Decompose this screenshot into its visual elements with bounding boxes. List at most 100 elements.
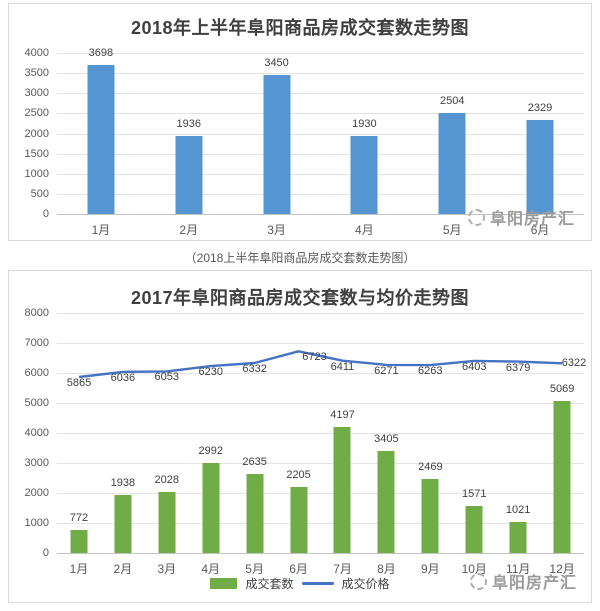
x-tick-label: 2月 (179, 223, 199, 237)
gridline (57, 403, 584, 404)
bar-value-label: 2205 (286, 468, 311, 481)
watermark-text: 阜阳房产汇 (491, 575, 577, 592)
chart-2018-h1-panel: 2018年上半年阜阳商品房成交套数走势图 0 500 1000 1500 2000 250… (8, 3, 592, 241)
bar-column: 3698 (57, 47, 145, 214)
x-tick-label: 6月 (289, 562, 308, 576)
x-tick-label: 12月 (549, 562, 575, 576)
bar (158, 492, 176, 553)
chart-2018-title: 2018年上半年阜阳商品房成交套数走势图 (130, 18, 470, 38)
line-value-label: 6271 (374, 364, 399, 377)
line-value-label: 6332 (242, 363, 267, 376)
bar-column: 2504 (408, 53, 496, 214)
bar (87, 65, 115, 214)
bar-column: 2469 (408, 313, 452, 553)
line-value-label: 6036 (110, 371, 136, 384)
bar-value-label: 2469 (418, 460, 443, 473)
bar-column: 1936 (145, 53, 233, 214)
bar-value-label: 1930 (352, 118, 377, 131)
gridline (57, 113, 584, 115)
legend: 成交套数 成交价格 (9, 575, 591, 592)
bar (526, 120, 554, 214)
y-tick-label: 3000 (24, 457, 49, 469)
line-value-label: 5865 (66, 377, 92, 390)
y-tick-label: 500 (30, 187, 49, 200)
bar-column: 2635 (233, 313, 277, 553)
bar-column: 1021 (496, 313, 540, 553)
chart-2017-price-line (78, 350, 563, 379)
gridline (57, 193, 584, 195)
bar-value-label: 772 (69, 511, 89, 524)
y-tick-label: 2000 (24, 127, 49, 140)
bar (553, 400, 571, 553)
bar-value-label: 2992 (198, 445, 223, 458)
line-value-label: 6723 (302, 351, 327, 364)
legend-label-units: 成交套数 (245, 577, 294, 591)
x-tick-label: 8月 (377, 562, 396, 576)
y-tick-label: 2000 (24, 487, 49, 499)
x-tick-label: 11月 (505, 562, 531, 576)
bar (350, 136, 378, 214)
y-tick-label: 8000 (24, 307, 49, 319)
watermark: 阜阳房产汇 (469, 569, 577, 593)
bar-column: 1938 (101, 313, 145, 553)
chart-2017-panel: 2017年阜阳商品房成交套数与均价走势图 0 1000 2000 3000 4000 50… (8, 270, 592, 603)
x-tick-label: 2月 (113, 562, 133, 576)
bar-column: 2992 (189, 313, 233, 553)
gridline (57, 73, 584, 75)
y-tick-label: 7000 (24, 337, 49, 349)
chart-2017-bars: 772 1938 2028 2992 2635 2205 4197 3405 2469 1571 1… (57, 313, 584, 553)
y-tick-label: 2500 (24, 107, 49, 120)
x-tick-label: 3月 (157, 562, 177, 576)
y-tick-label: 3500 (24, 67, 49, 80)
y-tick-label: 5000 (24, 397, 49, 409)
bar-column: 5069 (540, 313, 584, 553)
bar-value-label: 1936 (176, 118, 201, 131)
bar (438, 113, 466, 214)
chart-2017-gridlines (57, 313, 584, 554)
bar (246, 473, 264, 553)
gridline (57, 463, 584, 464)
chart-2018-gridlines (57, 53, 584, 215)
bar-value-label: 2504 (439, 95, 465, 108)
chart-2017-plot-area: 0 1000 2000 3000 4000 5000 6000 7000 8000 772 193… (25, 307, 587, 576)
legend-line-swatch (301, 582, 334, 585)
x-tick-label: 7月 (333, 562, 352, 576)
bar (290, 486, 308, 553)
bar (70, 529, 88, 553)
bar-column: 1930 (320, 53, 408, 214)
bar (421, 478, 439, 553)
bar-column: 3450 (233, 53, 321, 214)
chart-2018-x-axis: 1月 2月 3月 4月 5月 6月 (57, 221, 584, 238)
bar-column: 2205 (277, 313, 321, 553)
y-tick-label: 6000 (24, 367, 49, 379)
watermark-logo-icon (469, 572, 487, 590)
bar-value-label: 5069 (549, 382, 575, 395)
x-tick-label: 5月 (245, 562, 264, 576)
y-tick-label: 0 (42, 547, 49, 559)
bar-value-label: 1571 (462, 487, 487, 500)
bar-value-label: 3698 (88, 47, 114, 60)
y-tick-label: 0 (42, 208, 49, 220)
x-tick-label: 3月 (267, 223, 286, 237)
bar (202, 463, 220, 553)
chart-2017-line-labels: 5865 6036 6053 6230 6332 6723 6411 6271 6263 6403… (57, 313, 587, 553)
gridline (57, 343, 584, 344)
bar-value-label: 3450 (264, 57, 289, 70)
y-tick-label: 1000 (24, 517, 49, 529)
bar-value-label: 2028 (154, 474, 180, 487)
gridline (57, 553, 584, 554)
y-tick-label: 1000 (24, 167, 49, 180)
x-tick-label: 1月 (91, 223, 111, 237)
gridline (57, 93, 584, 95)
x-tick-label: 4月 (355, 223, 374, 237)
chart-2018-plot-area: 0 500 1000 1500 2000 2500 3000 3500 4000 3698 193… (25, 47, 584, 237)
bar (333, 427, 351, 553)
bar (377, 450, 395, 553)
watermark: 阜阳房产汇 (467, 205, 575, 229)
chart-2017-x-axis: 1月 2月 3月 4月 5月 6月 7月 8月 9月 10月 11月 12月 (57, 560, 584, 577)
x-tick-label: 1月 (69, 562, 89, 576)
line-value-label: 6053 (154, 371, 180, 384)
watermark-text: 阜阳房产汇 (489, 211, 575, 228)
bar (114, 494, 132, 553)
bar-column: 772 (57, 313, 101, 553)
